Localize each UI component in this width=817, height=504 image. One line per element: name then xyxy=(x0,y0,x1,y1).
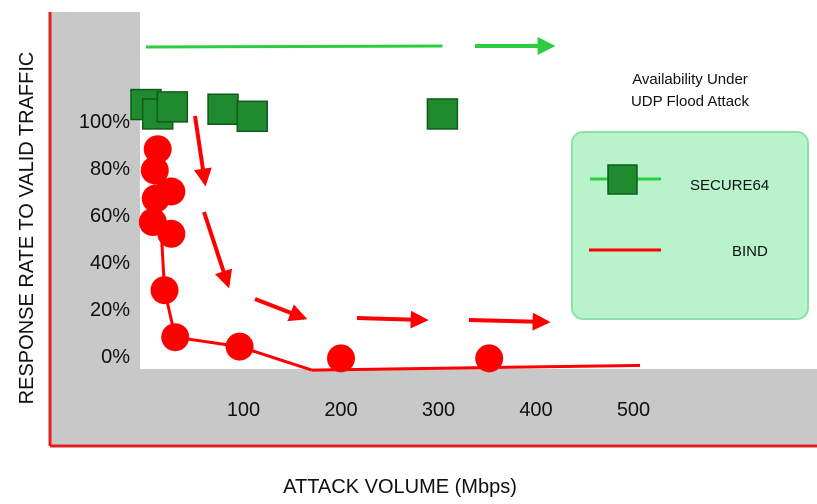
secure64-data-point xyxy=(426,98,459,130)
bind-baseline xyxy=(311,363,641,372)
x-tick-label: 400 xyxy=(519,399,552,421)
bind-data-point xyxy=(150,276,179,305)
x-tick-label: 500 xyxy=(617,399,650,421)
secure64-data-point xyxy=(207,93,239,125)
legend-label-bind: BIND xyxy=(732,243,768,260)
x-tick-label: 300 xyxy=(422,399,455,421)
bind-data-point xyxy=(140,156,169,185)
chart-title-line-1: Availability Under xyxy=(632,71,748,88)
legend-label-secure64: SECURE64 xyxy=(690,177,769,194)
trend-arrow xyxy=(356,310,429,329)
x-tick-labels: 100 200 300 400 500 xyxy=(227,399,650,421)
trend-arrow xyxy=(193,115,212,187)
bind-data-point xyxy=(141,184,170,213)
bind-data-point xyxy=(475,344,504,373)
y-tick-label: 80% xyxy=(90,158,130,180)
trend-arrow xyxy=(202,211,233,289)
bind-data-point xyxy=(143,135,172,164)
trend-arrow xyxy=(254,297,308,322)
y-tick-label: 100% xyxy=(79,111,130,133)
bind-data-point xyxy=(157,219,186,248)
trend-arrow xyxy=(468,312,551,331)
y-tick-label: 20% xyxy=(90,299,130,321)
legend-box xyxy=(571,131,809,320)
y-tick-label: 60% xyxy=(90,205,130,227)
y-tick-label: 0% xyxy=(101,346,130,368)
y-tick-labels: 0% 20% 40% 60% 80% 100% xyxy=(79,111,130,368)
secure64-data-point xyxy=(236,100,269,133)
secure64-points xyxy=(130,88,459,133)
x-tick-label: 200 xyxy=(324,399,357,421)
trend-arrows xyxy=(193,37,556,331)
secure64-series-line xyxy=(145,44,443,49)
bind-data-point xyxy=(161,323,190,352)
legend: SECURE64 BIND xyxy=(571,131,809,320)
x-axis-title: ATTACK VOLUME (Mbps) xyxy=(283,476,517,498)
bind-data-point xyxy=(225,332,254,361)
bind-data-point xyxy=(327,344,355,373)
legend-swatch-secure64-marker xyxy=(607,164,638,195)
chart-title-line-2: UDP Flood Attack xyxy=(631,93,750,110)
x-tick-label: 100 xyxy=(227,399,260,421)
bind-points xyxy=(138,135,504,373)
y-axis-title: RESPONSE RATE TO VALID TRAFFIC xyxy=(16,52,38,405)
secure64-data-point xyxy=(156,91,189,123)
y-tick-label: 40% xyxy=(90,252,130,274)
